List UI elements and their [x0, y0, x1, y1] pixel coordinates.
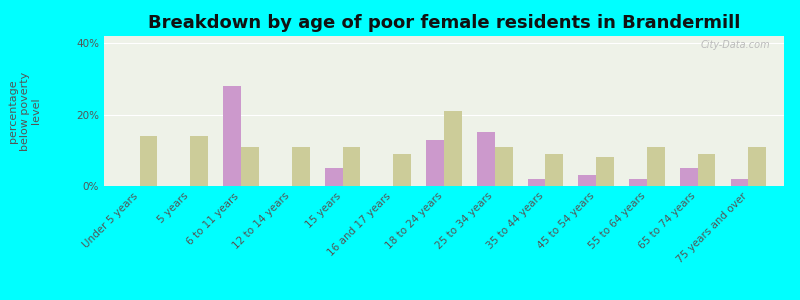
Bar — [749, 147, 766, 186]
Bar — [680, 168, 698, 186]
Bar — [647, 147, 665, 186]
Bar — [698, 154, 715, 186]
Text: percentage
below poverty
level: percentage below poverty level — [8, 71, 42, 151]
Bar — [325, 168, 342, 186]
Bar — [630, 179, 647, 186]
Bar — [342, 147, 360, 186]
Bar — [444, 111, 462, 186]
Bar — [494, 147, 513, 186]
Bar — [292, 147, 310, 186]
Bar — [730, 179, 749, 186]
Text: City-Data.com: City-Data.com — [701, 40, 770, 50]
Bar — [477, 132, 494, 186]
Bar — [578, 175, 596, 186]
Bar — [139, 136, 158, 186]
Bar — [528, 179, 546, 186]
Bar — [190, 136, 208, 186]
Bar — [596, 158, 614, 186]
Bar — [394, 154, 411, 186]
Bar — [223, 86, 241, 186]
Title: Breakdown by age of poor female residents in Brandermill: Breakdown by age of poor female resident… — [148, 14, 740, 32]
Bar — [426, 140, 444, 186]
Bar — [546, 154, 563, 186]
Bar — [241, 147, 258, 186]
